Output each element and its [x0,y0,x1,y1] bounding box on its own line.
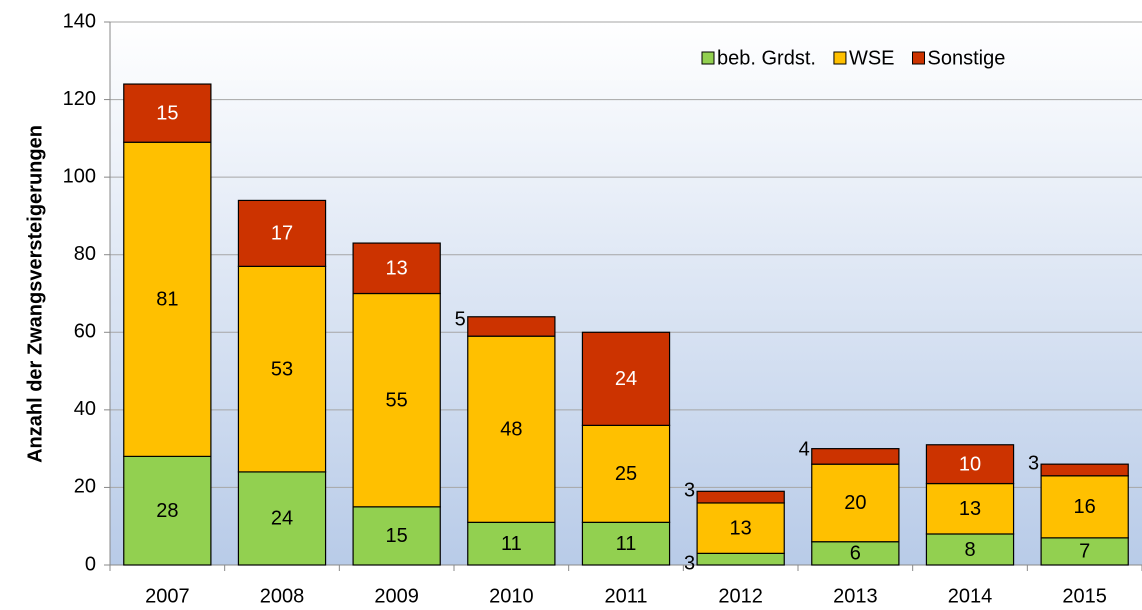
y-tick-label: 120 [63,88,96,110]
data-label: 28 [156,500,178,522]
data-label: 81 [156,289,178,311]
x-tick-label: 2014 [948,585,993,607]
data-label: 24 [271,508,293,530]
legend-swatch [701,51,715,65]
data-label: 48 [500,419,522,441]
x-tick-label: 2013 [833,585,878,607]
data-label: 15 [386,525,408,547]
x-tick-label: 2015 [1062,585,1107,607]
y-tick-label: 20 [74,476,96,498]
data-label: 5 [455,309,466,331]
y-tick-label: 100 [63,165,96,187]
bar-segment [696,490,785,504]
bar-segment [467,335,556,523]
data-label: 13 [386,258,408,280]
data-label: 6 [850,543,861,565]
legend-label: beb. Grdst. [717,47,816,69]
bar-segment [123,141,212,457]
data-label: 11 [501,533,522,555]
legend-label: WSE [849,47,895,69]
data-label: 3 [1028,452,1039,474]
bar-segment [123,455,212,566]
data-label: 17 [271,223,293,245]
bar-segment [811,463,900,543]
data-label: 25 [615,463,637,485]
bar-segment [925,533,1015,566]
y-tick-label: 40 [74,398,96,420]
bar-segment [811,448,900,465]
x-tick-label: 2008 [260,585,305,607]
data-label: 20 [844,492,866,514]
data-label: 8 [964,539,975,561]
data-label: 55 [386,389,408,411]
data-label: 7 [1079,541,1090,563]
bar-segment [581,331,671,426]
data-label: 3 [684,479,695,501]
data-label: 11 [616,533,637,555]
data-label: 10 [959,453,981,475]
bar-segment [352,242,441,295]
x-tick-label: 2007 [145,585,190,607]
bar-segment [1040,463,1129,477]
data-label: 16 [1074,496,1096,518]
data-label: 24 [615,368,637,390]
y-tick-label: 140 [63,10,96,32]
bar-segment [467,316,556,337]
y-tick-label: 80 [74,243,96,265]
bar-segment [581,424,671,523]
data-label: 15 [156,102,178,124]
data-label: 13 [959,498,981,520]
bar-segment [237,199,327,267]
bar-segment [352,292,441,508]
bar-segment [696,552,785,566]
bar-segment [123,83,212,143]
data-label: 53 [271,358,293,380]
bar-segment [581,521,671,566]
y-tick-label: 0 [85,553,96,575]
bar-segment [352,506,441,566]
bar-segment [925,444,1015,485]
data-label: 3 [684,552,695,574]
bar-segment [467,521,556,566]
x-tick-label: 2009 [374,585,419,607]
legend-swatch [912,51,925,65]
bar-segment [1040,537,1129,566]
legend-label: Sonstige [928,47,1006,69]
y-tick-label: 60 [74,321,96,343]
y-axis-title: Anzahl der Zwangsversteigerungen [24,125,46,463]
x-tick-label: 2011 [604,585,647,607]
legend-swatch [833,51,847,65]
data-label: 4 [799,439,810,461]
data-label: 13 [730,517,752,539]
x-tick-label: 2012 [718,585,763,607]
bar-segment [237,265,327,473]
x-tick-label: 2010 [489,585,534,607]
